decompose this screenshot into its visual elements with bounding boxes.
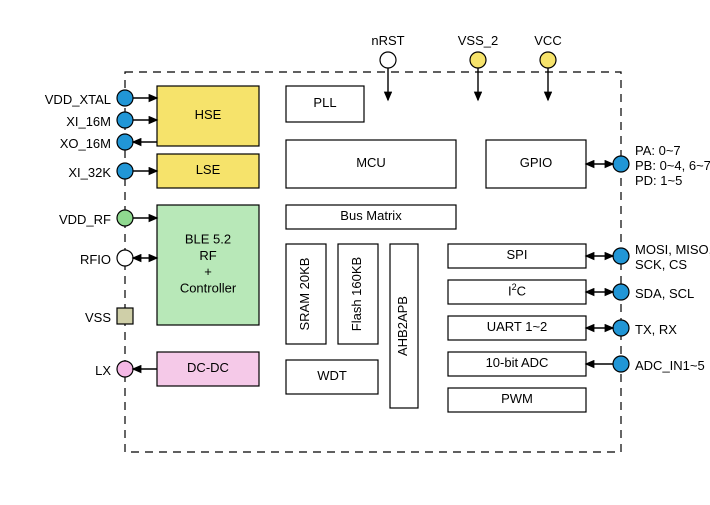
block-i2c: I2C bbox=[448, 280, 586, 304]
block-wdt: WDT bbox=[286, 360, 378, 394]
block-uart: UART 1~2 bbox=[448, 316, 586, 340]
svg-text:SPI: SPI bbox=[507, 247, 528, 262]
pin-vdd_xtal bbox=[117, 90, 157, 106]
pin-vdd_rf bbox=[117, 210, 157, 226]
svg-text:HSE: HSE bbox=[195, 107, 222, 122]
pin-label: VSS bbox=[85, 310, 111, 325]
block-lse: LSE bbox=[157, 154, 259, 188]
pin-label: TX, RX bbox=[635, 322, 677, 337]
block-dcdc: DC-DC bbox=[157, 352, 259, 386]
block-ble: BLE 5.2RF+Controller bbox=[157, 205, 259, 325]
pin-tx bbox=[586, 320, 629, 336]
pin-vss2: VSS_2 bbox=[458, 33, 498, 100]
pin-nrst: nRST bbox=[371, 33, 404, 100]
diagram-stage: HSE LSE PLL MCU GPIO Bus Matrix BLE 5.2RF+Cont… bbox=[0, 0, 710, 500]
pin-label: LX bbox=[95, 363, 111, 378]
pin-mosi bbox=[586, 248, 629, 264]
block-spi: SPI bbox=[448, 244, 586, 268]
pin-vcc: VCC bbox=[534, 33, 561, 100]
block-pwm: PWM bbox=[448, 388, 586, 412]
svg-text:UART 1~2: UART 1~2 bbox=[487, 319, 548, 334]
pin-label: XO_16M bbox=[60, 136, 111, 151]
pin-vss bbox=[117, 308, 133, 324]
svg-text:Bus Matrix: Bus Matrix bbox=[340, 208, 402, 223]
svg-text:PLL: PLL bbox=[313, 95, 336, 110]
pin-label: MOSI, MISO,SCK, CS bbox=[635, 242, 710, 272]
pin-label: XI_32K bbox=[68, 165, 111, 180]
block-adc: 10-bit ADC bbox=[448, 352, 586, 376]
svg-text:GPIO: GPIO bbox=[520, 155, 553, 170]
svg-text:SRAM 20KB: SRAM 20KB bbox=[297, 258, 312, 331]
svg-text:MCU: MCU bbox=[356, 155, 386, 170]
block-pll: PLL bbox=[286, 86, 364, 122]
block-bus: Bus Matrix bbox=[286, 205, 456, 229]
svg-text:VCC: VCC bbox=[534, 33, 561, 48]
block-mcu: MCU bbox=[286, 140, 456, 188]
block-ahb: AHB2APB bbox=[390, 244, 418, 408]
block-diagram-svg: HSE LSE PLL MCU GPIO Bus Matrix BLE 5.2RF+Cont… bbox=[0, 0, 710, 500]
pin-label: ADC_IN1~5 bbox=[635, 358, 705, 373]
block-gpio: GPIO bbox=[486, 140, 586, 188]
svg-text:Flash 160KB: Flash 160KB bbox=[349, 257, 364, 331]
svg-text:AHB2APB: AHB2APB bbox=[395, 296, 410, 356]
pin-sda bbox=[586, 284, 629, 300]
pin-xi_32k bbox=[117, 163, 157, 179]
pin-adcin bbox=[586, 356, 629, 372]
block-flash: Flash 160KB bbox=[338, 244, 378, 344]
svg-text:I2C: I2C bbox=[508, 282, 526, 298]
svg-text:PWM: PWM bbox=[501, 391, 533, 406]
svg-text:WDT: WDT bbox=[317, 368, 347, 383]
pin-rfio bbox=[117, 250, 157, 266]
pin-label: PA: 0~7PB: 0~4, 6~7PD: 1~5 bbox=[635, 143, 710, 188]
svg-text:DC-DC: DC-DC bbox=[187, 360, 229, 375]
svg-text:LSE: LSE bbox=[196, 162, 221, 177]
pin-label: VDD_XTAL bbox=[45, 92, 111, 107]
pin-label: XI_16M bbox=[66, 114, 111, 129]
pin-label: VDD_RF bbox=[59, 212, 111, 227]
pin-pa bbox=[586, 156, 629, 172]
block-sram: SRAM 20KB bbox=[286, 244, 326, 344]
svg-text:10-bit ADC: 10-bit ADC bbox=[486, 355, 549, 370]
pin-label: RFIO bbox=[80, 252, 111, 267]
pin-xo_16m bbox=[117, 134, 157, 150]
pin-lx bbox=[117, 361, 157, 377]
svg-text:nRST: nRST bbox=[371, 33, 404, 48]
block-hse: HSE bbox=[157, 86, 259, 146]
svg-text:VSS_2: VSS_2 bbox=[458, 33, 498, 48]
pin-xi_16m bbox=[117, 112, 157, 128]
pin-label: SDA, SCL bbox=[635, 286, 694, 301]
